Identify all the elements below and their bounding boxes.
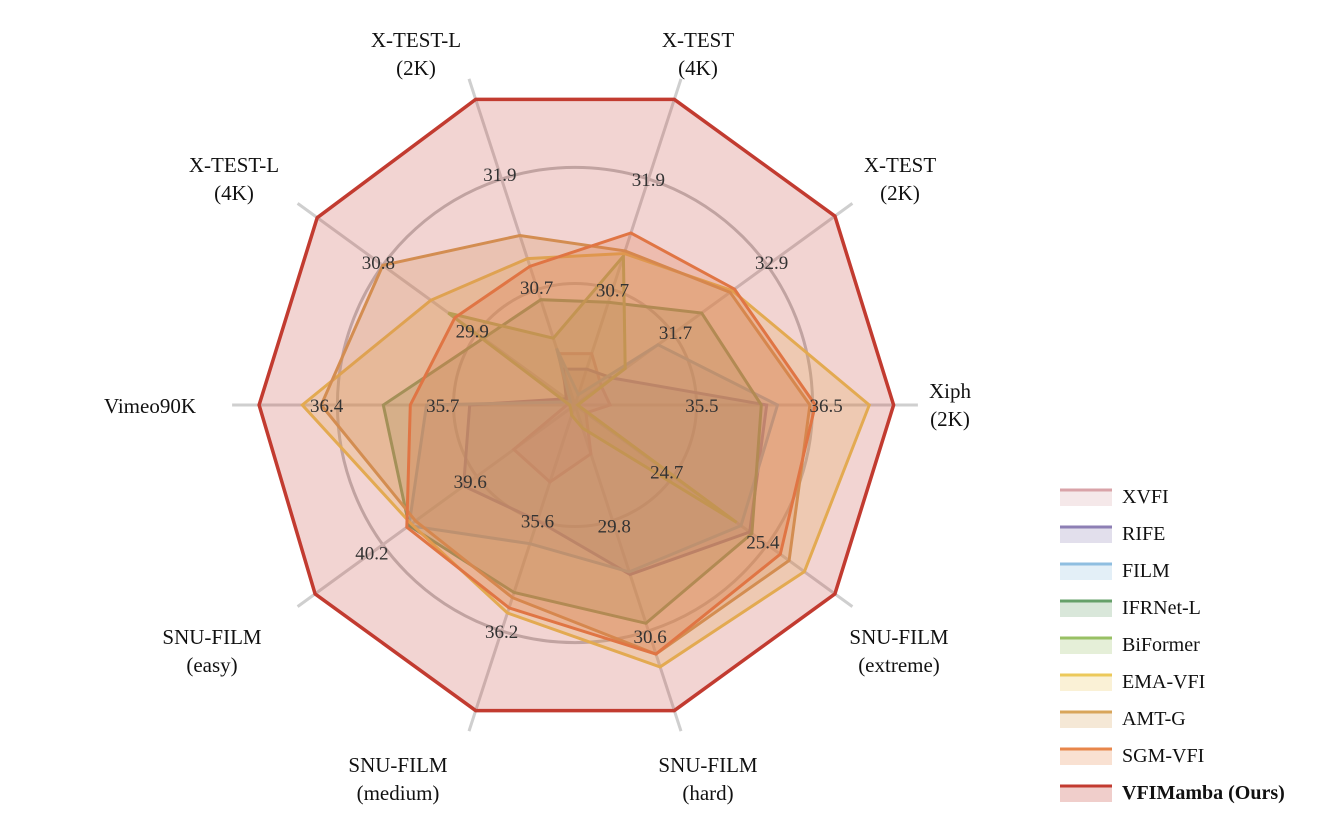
axis-spoke-5: [296, 202, 576, 407]
axis-spoke-8: [467, 404, 577, 732]
legend-swatch-fill: [1060, 786, 1112, 802]
series-polygon-biformer: [447, 252, 738, 524]
axis-label-2: X-TEST (2K): [864, 153, 936, 205]
tick-label: 36.4: [310, 396, 344, 417]
tick-label: 24.7: [650, 463, 683, 484]
legend-item: BiFormer: [1060, 634, 1200, 656]
legend: XVFI RIFE FILM IFRNet-L BiFormer EMA-VFI AMT-G…: [1060, 486, 1285, 804]
series-polygon-vfimamba-ours: [257, 97, 896, 713]
legend-swatch-fill: [1060, 527, 1112, 543]
series-polygon-sgm-vfi: [405, 231, 817, 656]
series-polygon-ifrnet-l: [381, 298, 763, 625]
legend-label: IFRNet-L: [1122, 597, 1201, 619]
legend-swatch-fill: [1060, 712, 1112, 728]
legend-label: AMT-G: [1122, 708, 1186, 730]
axis-label-4: X-TEST-L (2K): [371, 28, 461, 80]
legend-swatch-fill: [1060, 749, 1112, 765]
legend-swatch-fill: [1060, 638, 1112, 654]
axis-label-7: SNU-FILM (easy): [162, 625, 262, 677]
legend-label: EMA-VFI: [1122, 671, 1205, 693]
axis-labels: Xiph (2K) X-TEST (2K) X-TEST (4K) X-TEST-L (2K)…: [104, 28, 972, 805]
tick-label: 40.2: [355, 544, 388, 565]
grid: [232, 78, 918, 732]
tick-label: 35.7: [426, 396, 459, 417]
series-polygons: [257, 97, 896, 713]
legend-item: IFRNet-L: [1060, 597, 1201, 619]
tick-label: 30.6: [633, 627, 666, 648]
legend-label: BiFormer: [1122, 634, 1200, 656]
legend-item: XVFI: [1060, 486, 1169, 508]
legend-item: SGM-VFI: [1060, 745, 1204, 767]
axis-label-6: Vimeo90K: [104, 394, 196, 418]
tick-label: 36.5: [809, 396, 842, 417]
tick-label: 29.9: [456, 321, 489, 342]
legend-item: RIFE: [1060, 523, 1165, 545]
legend-label: RIFE: [1122, 523, 1165, 545]
tick-label: 35.5: [685, 396, 718, 417]
axis-label-8: SNU-FILM (medium): [348, 753, 448, 805]
legend-item: AMT-G: [1060, 708, 1186, 730]
tick-label: 31.7: [659, 323, 692, 344]
legend-swatch-fill: [1060, 601, 1112, 617]
series-polygon-film: [407, 342, 780, 574]
tick-label: 30.7: [596, 280, 629, 301]
legend-swatch-fill: [1060, 564, 1112, 580]
legend-item: EMA-VFI: [1060, 671, 1205, 693]
tick-label: 31.9: [632, 170, 665, 191]
axis-label-10: SNU-FILM (extreme): [849, 625, 949, 677]
axis-label-3: X-TEST (4K): [662, 28, 734, 80]
legend-swatch-fill: [1060, 490, 1112, 506]
tick-label: 30.8: [362, 253, 395, 274]
tick-label: 35.6: [521, 512, 554, 533]
legend-label: SGM-VFI: [1122, 745, 1204, 767]
tick-label: 32.9: [755, 253, 788, 274]
legend-item: VFIMamba (Ours): [1060, 782, 1285, 804]
tick-label: 36.2: [485, 622, 518, 643]
tick-labels: 35.5 36.5 31.7 32.9 30.7 31.9 30.7 31.9 29.9 30.8…: [310, 165, 843, 648]
legend-label: VFIMamba (Ours): [1122, 782, 1285, 804]
axis-label-9: SNU-FILM (hard): [658, 753, 758, 805]
axis-label-5: X-TEST-L (4K): [189, 153, 279, 205]
legend-label: XVFI: [1122, 486, 1169, 508]
legend-label: FILM: [1122, 560, 1170, 582]
tick-label: 39.6: [454, 472, 487, 493]
tick-label: 30.7: [520, 278, 553, 299]
legend-item: FILM: [1060, 560, 1170, 582]
axis-label-1: Xiph (2K): [929, 379, 972, 431]
series-polygon-xvfi: [511, 352, 613, 484]
axis-spoke-3: [573, 78, 683, 406]
tick-label: 25.4: [746, 533, 780, 554]
axis-spoke-9: [573, 404, 683, 732]
tick-label: 31.9: [483, 165, 516, 186]
tick-label: 29.8: [598, 517, 631, 538]
legend-swatch-fill: [1060, 675, 1112, 691]
